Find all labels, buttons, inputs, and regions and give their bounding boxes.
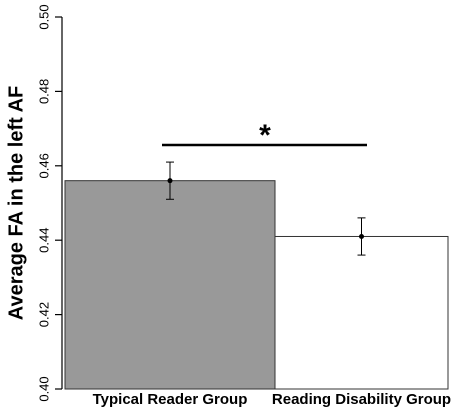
- significance-star: *: [259, 119, 271, 152]
- mean-point: [359, 233, 364, 239]
- x-tick-label: Reading Disability Group: [272, 391, 451, 408]
- x-tick-label: Typical Reader Group: [93, 391, 248, 408]
- y-tick-label: 0.44: [36, 228, 51, 253]
- bar: [64, 180, 276, 390]
- y-tick-label: 0.50: [36, 4, 51, 29]
- y-tick-label: 0.48: [36, 79, 51, 104]
- y-tick-label: 0.46: [36, 153, 51, 178]
- mean-point: [167, 178, 173, 184]
- y-tick-label: 0.42: [36, 302, 51, 327]
- y-axis-title: Average FA in the left AF: [5, 86, 27, 320]
- bar: [274, 235, 449, 390]
- y-tick-label: 0.40: [36, 376, 51, 401]
